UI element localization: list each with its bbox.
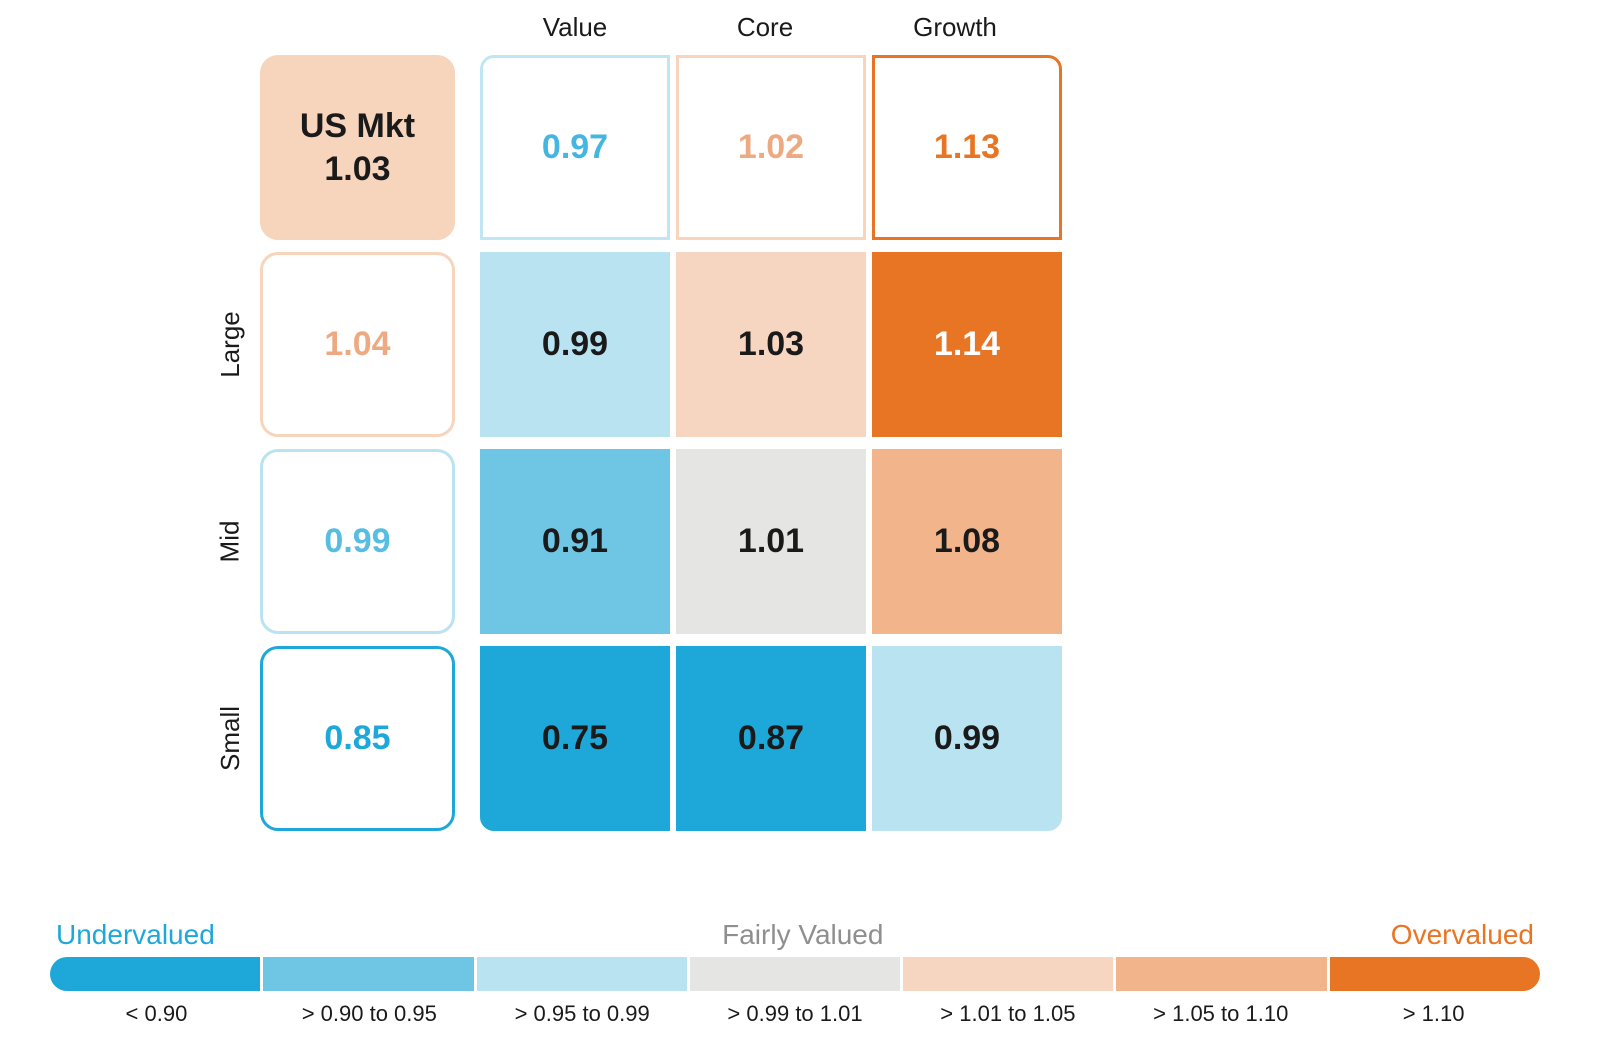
legend-segment xyxy=(477,957,687,991)
grid-cell: 0.97 xyxy=(480,55,670,240)
legend-label-fairlyvalued: Fairly Valued xyxy=(722,919,883,951)
legend-range-label: > 1.10 xyxy=(1327,1001,1540,1027)
grid-cell: 1.01 xyxy=(676,449,866,634)
grid-cell: 0.91 xyxy=(480,449,670,634)
grid-row: US Mkt1.030.971.021.13 xyxy=(260,55,1160,240)
legend-range-label: < 0.90 xyxy=(50,1001,263,1027)
stylebox-grid: Value Core Growth US Mkt1.030.971.021.13… xyxy=(260,0,1160,843)
col-header-core: Core xyxy=(670,12,860,43)
grid-cell: 1.13 xyxy=(872,55,1062,240)
row-label: Large xyxy=(215,252,245,437)
grid-cell: 0.99 xyxy=(480,252,670,437)
legend-color-bar xyxy=(50,957,1540,991)
legend-segment xyxy=(1330,957,1540,991)
grid-cell: 1.02 xyxy=(676,55,866,240)
grid-cell: 1.08 xyxy=(872,449,1062,634)
legend-segment xyxy=(50,957,260,991)
legend-range-label: > 0.99 to 1.01 xyxy=(689,1001,902,1027)
legend-segment xyxy=(263,957,473,991)
page: Value Core Growth US Mkt1.030.971.021.13… xyxy=(0,0,1600,1052)
legend-segment xyxy=(1116,957,1326,991)
legend-range-label: > 0.90 to 0.95 xyxy=(263,1001,476,1027)
grid-row: Mid0.990.911.011.08 xyxy=(260,449,1160,634)
column-headers: Value Core Growth xyxy=(260,0,1160,55)
row-summary-cell: 0.85 xyxy=(260,646,455,831)
legend-range-labels: < 0.90> 0.90 to 0.95> 0.95 to 0.99> 0.99… xyxy=(50,1001,1540,1027)
row-summary-cell: 1.04 xyxy=(260,252,455,437)
grid-row: Small0.850.750.870.99 xyxy=(260,646,1160,831)
legend-segment xyxy=(690,957,900,991)
grid-cell: 0.87 xyxy=(676,646,866,831)
row-label: Mid xyxy=(215,449,245,634)
summary-cell: US Mkt1.03 xyxy=(260,55,455,240)
legend-range-label: > 1.05 to 1.10 xyxy=(1114,1001,1327,1027)
legend-range-label: > 0.95 to 0.99 xyxy=(476,1001,689,1027)
col-header-growth: Growth xyxy=(860,12,1050,43)
legend-label-overvalued: Overvalued xyxy=(1391,919,1534,951)
legend-segment xyxy=(903,957,1113,991)
row-label: Small xyxy=(215,646,245,831)
grid-cell: 0.99 xyxy=(872,646,1062,831)
grid-cell: 1.03 xyxy=(676,252,866,437)
col-header-value: Value xyxy=(480,12,670,43)
valuation-legend: Undervalued Fairly Valued Overvalued < 0… xyxy=(50,919,1540,1027)
legend-label-undervalued: Undervalued xyxy=(56,919,215,951)
legend-top-labels: Undervalued Fairly Valued Overvalued xyxy=(50,919,1540,951)
row-summary-cell: 0.99 xyxy=(260,449,455,634)
legend-range-label: > 1.01 to 1.05 xyxy=(901,1001,1114,1027)
grid-cell: 0.75 xyxy=(480,646,670,831)
grid-row: Large1.040.991.031.14 xyxy=(260,252,1160,437)
grid-cell: 1.14 xyxy=(872,252,1062,437)
